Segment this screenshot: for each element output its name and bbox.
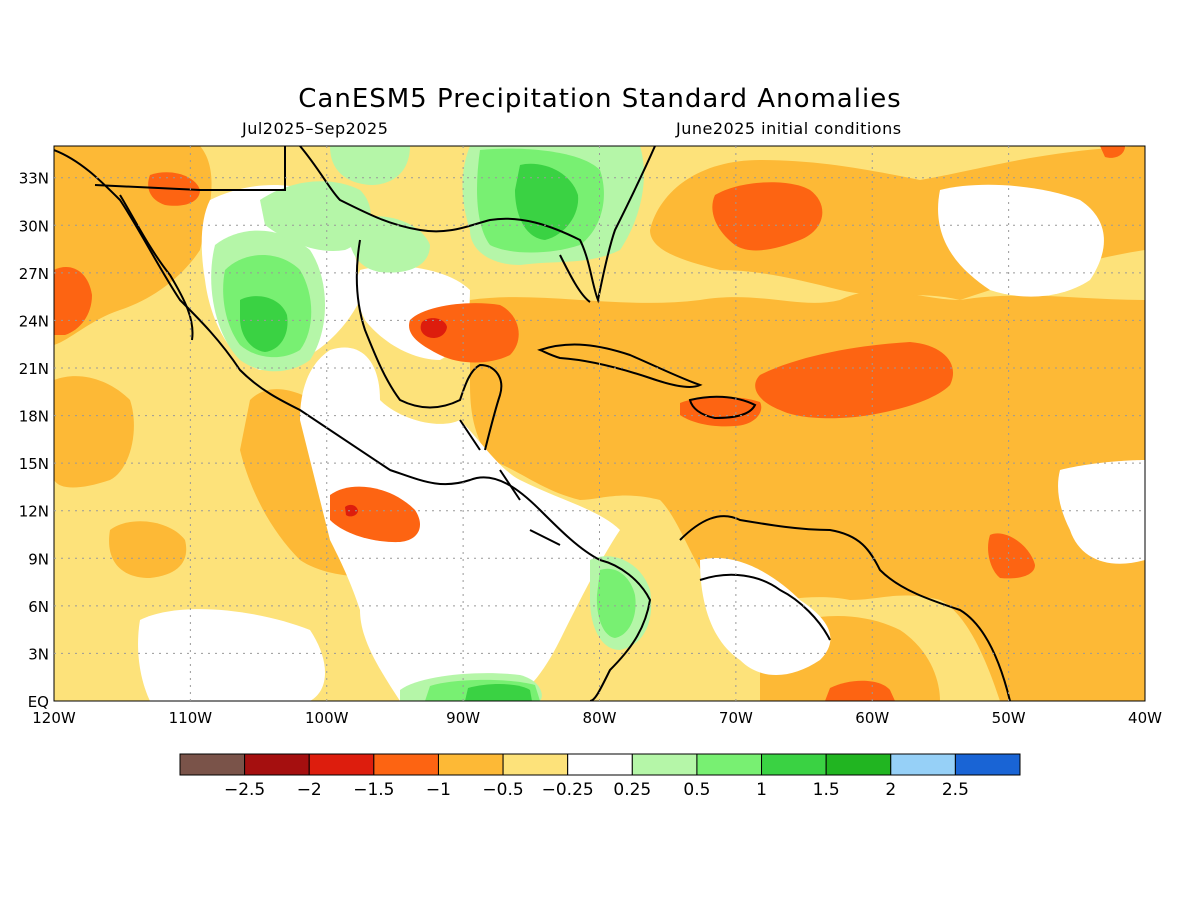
dry-region-red-pacific	[345, 504, 358, 517]
legend-swatch	[502, 753, 569, 776]
forecast-period: Jul2025–Sep2025	[242, 119, 389, 138]
dry-region-red-gulf	[420, 318, 447, 338]
legend-swatch	[308, 753, 375, 776]
anomaly-region-orange-fw	[54, 376, 134, 488]
legend-label: 2.5	[942, 780, 969, 800]
legend-label: 1	[756, 780, 767, 800]
border-us-mexico	[94, 146, 286, 191]
legend-label: 1.5	[813, 780, 840, 800]
coastline-venezuela	[699, 573, 831, 641]
coastline-mexico-gulf	[355, 239, 503, 451]
latitude-labels: EQ 3N 6N 9N 12N 15N 18N 21N 24N 27N 30N 33N	[19, 170, 49, 711]
legend-swatch	[567, 753, 633, 776]
lat-label: 18N	[19, 408, 49, 426]
wet-region-light-north	[330, 146, 410, 185]
lat-label: 3N	[28, 645, 49, 663]
lat-label: 12N	[19, 503, 49, 521]
coastline-baja	[119, 194, 194, 341]
coastlines	[54, 146, 1011, 701]
neutral-region-atlantic-east	[1058, 460, 1145, 564]
legend-swatch	[954, 753, 1021, 776]
coastline-mexico-pacific	[54, 149, 652, 701]
wet-region-green-panama	[596, 568, 636, 638]
lat-label: EQ	[28, 693, 49, 711]
lat-label: 33N	[19, 170, 49, 188]
neutral-region-pacific-south	[138, 609, 325, 701]
lat-label: 30N	[19, 217, 49, 235]
legend-swatch	[437, 753, 504, 776]
lon-label: 40W	[1128, 709, 1162, 727]
coastline-gulf	[299, 146, 656, 304]
wet-region-strong-galapagos	[465, 684, 532, 701]
legend-swatch	[761, 753, 827, 776]
coastline-hispaniola	[688, 395, 757, 420]
initial-conditions: June2025 initial conditions	[676, 119, 902, 138]
legend-swatch	[696, 753, 763, 776]
color-legend: −2.5 −2 −1.5 −1 −0.5 −0.25 0.25 0.5 1 1.5 2 2.5	[179, 753, 1021, 800]
neutral-region-south-america	[700, 558, 831, 675]
legend-swatch	[825, 753, 892, 776]
legend-swatch	[179, 753, 246, 776]
legend-swatch	[631, 753, 698, 776]
legend-label: −2.5	[224, 780, 265, 800]
lat-label: 9N	[28, 550, 49, 568]
legend-swatch	[373, 753, 439, 776]
dry-region-hispaniola	[680, 396, 762, 427]
neutral-region-subtropical	[938, 184, 1104, 297]
lat-label: 6N	[28, 598, 49, 616]
longitude-labels: 120W 110W 100W 90W 80W 70W 60W 50W 40W	[32, 709, 1162, 727]
wet-region-light-texas-coast	[348, 216, 430, 273]
wet-region-light-texas	[260, 181, 371, 251]
lat-label: 21N	[19, 360, 49, 378]
dry-region-atlantic-north	[712, 182, 823, 251]
lat-label: 27N	[19, 265, 49, 283]
legend-label: 2	[885, 780, 896, 800]
legend-label: −1.5	[353, 780, 394, 800]
lon-label: 110W	[169, 709, 213, 727]
anomaly-region-orange-sw	[109, 521, 187, 578]
dry-region-ne	[1100, 146, 1125, 158]
legend-label: −0.5	[482, 780, 523, 800]
lon-label: 100W	[305, 709, 349, 727]
grid-lines	[54, 146, 1145, 701]
lat-label: 24N	[19, 312, 49, 330]
dry-region-gulf-yucatan	[409, 303, 519, 363]
lon-label: 90W	[446, 709, 480, 727]
coastline-south-america	[679, 515, 1011, 701]
map-title: CanESM5 Precipitation Standard Anomalies	[298, 84, 902, 114]
border-central-america	[459, 419, 561, 546]
anomaly-field	[54, 146, 1145, 701]
dry-region-pacific	[330, 486, 420, 543]
legend-label: 0.5	[683, 780, 710, 800]
lon-label: 70W	[719, 709, 753, 727]
lon-label: 120W	[32, 709, 76, 727]
lat-label: 15N	[19, 455, 49, 473]
coastline-cuba	[537, 343, 703, 388]
legend-label: 0.25	[613, 780, 651, 800]
dry-region-atlantic-central	[755, 342, 954, 419]
wet-region-strong-mexico	[240, 296, 288, 352]
lon-label: 50W	[992, 709, 1026, 727]
coastline-florida	[559, 254, 591, 303]
lon-label: 60W	[855, 709, 889, 727]
anomaly-region-orange-caribbean	[470, 291, 1145, 701]
legend-swatch	[890, 753, 956, 776]
legend-swatch	[244, 753, 310, 776]
dry-region-atlantic-east	[988, 533, 1035, 579]
lon-label: 80W	[583, 709, 617, 727]
dry-region-equator	[825, 680, 895, 701]
legend-label: −1	[426, 780, 451, 800]
legend-label: −0.25	[542, 780, 594, 800]
legend-label: −2	[297, 780, 322, 800]
dry-region-west-coast	[54, 267, 92, 335]
neutral-region-central-america	[300, 347, 620, 701]
